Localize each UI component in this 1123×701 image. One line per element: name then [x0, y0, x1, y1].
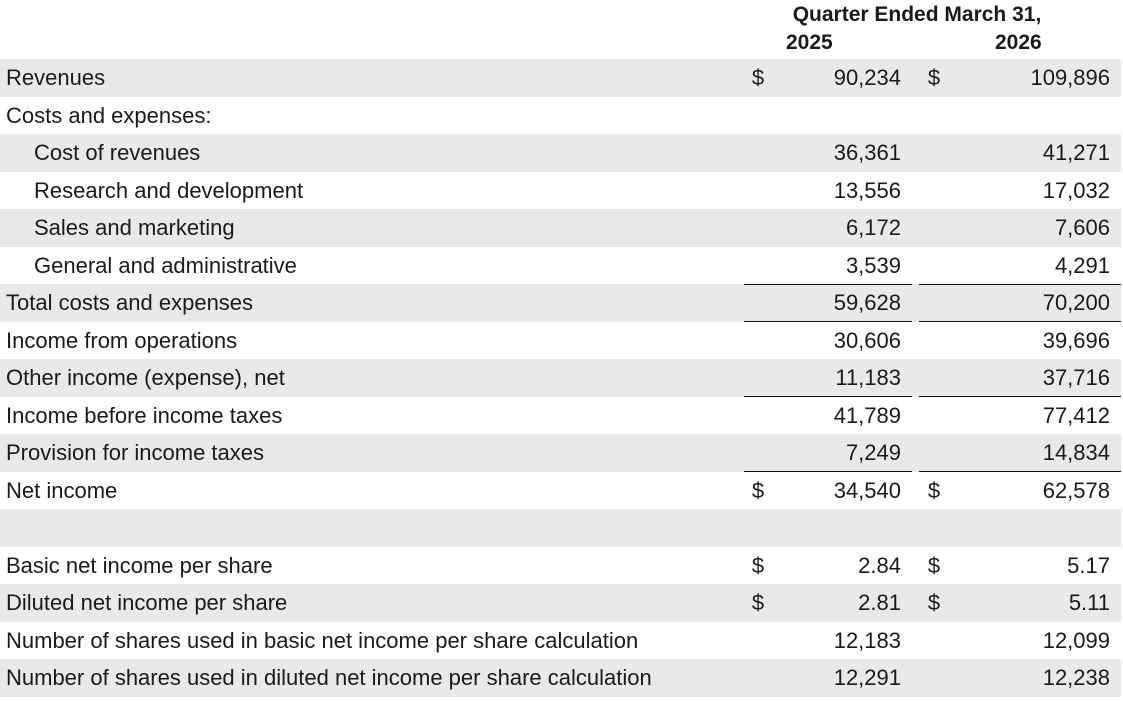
income-statement-table: Revenues $ 90,234 $ 109,896 Costs and ex…: [0, 59, 1123, 697]
row-label: Net income: [6, 477, 118, 503]
subtotal-rule: [919, 395, 1121, 397]
row-label: General and administrative: [34, 252, 297, 278]
currency-symbol: $: [751, 477, 765, 503]
row-spacer: [0, 509, 1121, 547]
subtotal-rule: [744, 470, 912, 472]
value-2026: 41,271: [1042, 140, 1110, 165]
row-net-income: Net income $ 34,540 $ 62,578: [0, 472, 1121, 514]
row-label: Diluted net income per share: [6, 590, 288, 615]
table-header: Quarter Ended March 31, 2025 2026: [0, 0, 1123, 58]
value-2025: 30,606: [833, 327, 901, 353]
value-2026: 7,606: [1054, 215, 1110, 240]
value-2026: 12,099: [1042, 627, 1110, 653]
value-2025: 2.84: [858, 552, 901, 578]
row-sales-marketing: Sales and marketing 6,172 7,606: [0, 209, 1121, 247]
subtotal-rule: [744, 284, 912, 285]
year-2026-header: 2026: [995, 31, 1042, 54]
row-label: Revenues: [6, 65, 106, 90]
row-basic-eps: Basic net income per share $ 2.84 $ 5.17: [0, 547, 1121, 585]
currency-symbol: $: [927, 477, 941, 503]
row-revenues: Revenues $ 90,234 $ 109,896: [0, 59, 1121, 97]
row-label: Provision for income taxes: [6, 440, 264, 465]
row-label: Income before income taxes: [6, 402, 283, 428]
value-2026: 14,834: [1042, 440, 1110, 465]
section-label: Costs and expenses:: [6, 102, 212, 128]
row-label: Sales and marketing: [34, 215, 235, 240]
currency-symbol: $: [751, 590, 765, 615]
subtotal-rule: [744, 395, 912, 397]
value-2026: 4,291: [1054, 252, 1110, 278]
row-label: Number of shares used in diluted net inc…: [6, 665, 652, 690]
value-2025: 7,249: [845, 440, 901, 465]
value-2025: 3,539: [845, 252, 901, 278]
row-general-administrative: General and administrative 3,539 4,291: [0, 247, 1121, 285]
row-diluted-shares: Number of shares used in diluted net inc…: [0, 659, 1121, 697]
row-label: Research and development: [34, 177, 304, 203]
value-2026: 5.11: [1068, 590, 1110, 615]
row-label: Cost of revenues: [34, 140, 201, 165]
value-2025: 34,540: [833, 477, 901, 503]
currency-symbol: $: [927, 552, 941, 578]
row-provision-taxes: Provision for income taxes 7,249 14,834: [0, 434, 1121, 472]
value-2026: 77,412: [1042, 402, 1110, 428]
currency-symbol: $: [751, 552, 765, 578]
row-label: Income from operations: [6, 327, 238, 353]
value-2026: 109,896: [1030, 65, 1110, 90]
value-2026: 70,200: [1042, 290, 1110, 315]
row-diluted-eps: Diluted net income per share $ 2.81 $ 5.…: [0, 584, 1121, 622]
value-2026: 37,716: [1042, 365, 1110, 390]
row-research-development: Research and development 13,556 17,032: [0, 172, 1121, 210]
row-label: Number of shares used in basic net incom…: [6, 627, 639, 653]
row-basic-shares: Number of shares used in basic net incom…: [0, 622, 1121, 660]
value-2025: 13,556: [833, 177, 901, 203]
row-cost-of-revenues: Cost of revenues 36,361 41,271: [0, 134, 1121, 172]
row-income-operations: Income from operations 30,606 39,696: [0, 322, 1121, 360]
subtotal-rule: [744, 320, 912, 322]
subtotal-rule: [919, 284, 1121, 285]
row-label: Total costs and expenses: [6, 290, 254, 315]
row-income-before-taxes: Income before income taxes 41,789 77,412: [0, 397, 1121, 435]
value-2025: 6,172: [845, 215, 901, 240]
value-2026: 39,696: [1042, 327, 1110, 353]
period-title: Quarter Ended March 31,: [792, 3, 1042, 26]
value-2025: 59,628: [833, 290, 901, 315]
value-2025: 11,183: [835, 365, 901, 390]
currency-symbol: $: [927, 590, 941, 615]
row-label: Other income (expense), net: [6, 365, 285, 390]
year-2025-header: 2025: [786, 31, 833, 54]
value-2026: 17,032: [1042, 177, 1110, 203]
row-label: Basic net income per share: [6, 552, 273, 578]
row-costs-header: Costs and expenses:: [0, 97, 1121, 135]
currency-symbol: $: [751, 65, 765, 90]
value-2026: 5.17: [1067, 552, 1110, 578]
value-2025: 12,183: [833, 627, 901, 653]
value-2025: 90,234: [833, 65, 901, 90]
currency-symbol: $: [927, 65, 941, 90]
value-2025: 2.81: [858, 590, 901, 615]
value-2025: 12,291: [833, 665, 901, 690]
row-total-costs: Total costs and expenses 59,628 70,200: [0, 284, 1121, 322]
value-2025: 41,789: [833, 402, 901, 428]
row-other-income: Other income (expense), net 11,183 37,71…: [0, 359, 1121, 397]
value-2025: 36,361: [833, 140, 901, 165]
subtotal-rule: [919, 470, 1121, 472]
value-2026: 12,238: [1042, 665, 1110, 690]
value-2026: 62,578: [1042, 477, 1110, 503]
subtotal-rule: [919, 320, 1121, 322]
